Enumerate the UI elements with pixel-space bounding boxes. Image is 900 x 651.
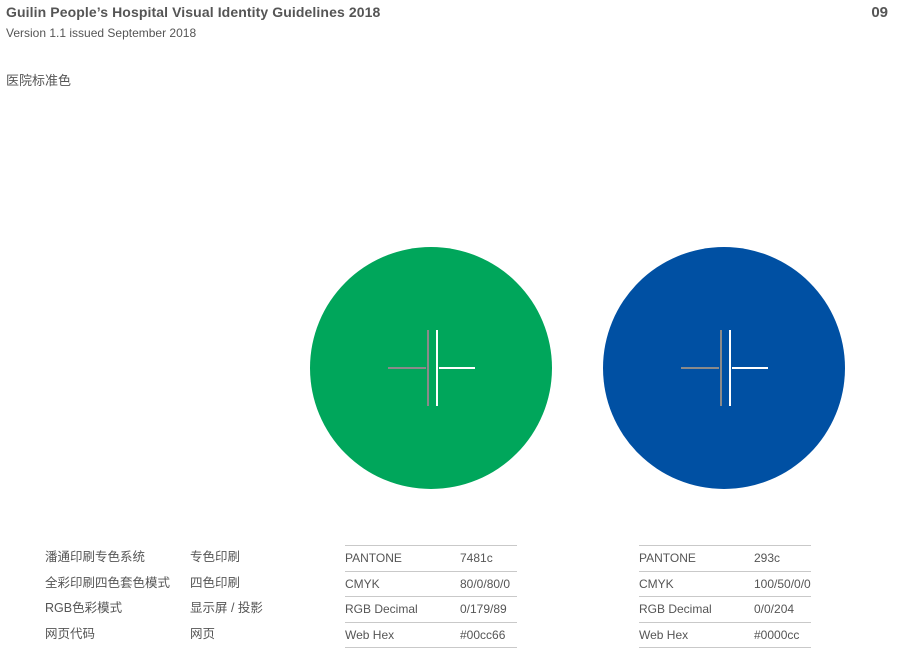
usage-labels: 专色印刷 四色印刷 显示屏 / 投影 网页: [190, 545, 263, 647]
spec-row-rgb: RGB Decimal 0/0/204: [639, 597, 811, 623]
spec-key: Web Hex: [345, 627, 395, 642]
document-subtitle: Version 1.1 issued September 2018: [6, 26, 197, 40]
spec-key: CMYK: [639, 576, 674, 591]
label-pantone-system: 潘通印刷专色系统: [45, 550, 146, 564]
spec-value: 0/179/89: [460, 602, 507, 616]
spec-row-pantone: PANTONE 7481c: [345, 546, 517, 572]
spec-row-cmyk: CMYK 80/0/80/0: [345, 572, 517, 597]
spec-key: RGB Decimal: [639, 602, 712, 616]
section-title: 医院标准色: [6, 73, 72, 88]
green-color-swatch: [310, 247, 552, 489]
hospital-cross-mark-icon: [681, 330, 768, 406]
usage-four-color-print: 四色印刷: [190, 575, 241, 590]
spec-value: #0000cc: [754, 627, 800, 642]
spec-key: PANTONE: [639, 551, 696, 565]
spec-row-cmyk: CMYK 100/50/0/0: [639, 572, 811, 597]
usage-screen-projection: 显示屏 / 投影: [190, 601, 263, 615]
spec-value: 0/0/204: [754, 602, 795, 616]
spec-key: RGB Decimal: [345, 602, 418, 616]
spec-value: 80/0/80/0: [460, 576, 511, 591]
spec-key: CMYK: [345, 576, 380, 591]
label-web-code: 网页代码: [45, 626, 96, 641]
label-cmyk-system: 全彩印刷四色套色模式: [45, 575, 171, 590]
spec-value: 7481c: [460, 551, 493, 565]
usage-web: 网页: [190, 626, 216, 641]
document-title: Guilin People’s Hospital Visual Identity…: [6, 4, 381, 20]
spec-row-rgb: RGB Decimal 0/179/89: [345, 597, 517, 623]
color-system-labels: 潘通印刷专色系统 全彩印刷四色套色模式 RGB色彩模式 网页代码: [45, 545, 170, 647]
label-rgb-system: RGB色彩模式: [45, 601, 123, 615]
usage-spot-print: 专色印刷: [190, 550, 241, 564]
spec-row-pantone: PANTONE 293c: [639, 546, 811, 572]
spec-row-hex: Web Hex #0000cc: [639, 623, 811, 648]
blue-color-swatch: [603, 247, 845, 489]
blue-spec-table: PANTONE 293c CMYK 100/50/0/0 RGB Decimal…: [639, 545, 811, 648]
spec-key: PANTONE: [345, 551, 402, 565]
hospital-cross-mark-icon: [388, 330, 475, 406]
green-spec-table: PANTONE 7481c CMYK 80/0/80/0 RGB Decimal…: [345, 545, 517, 648]
spec-value: #00cc66: [460, 627, 506, 642]
spec-value: 100/50/0/0: [754, 576, 811, 591]
spec-value: 293c: [754, 551, 781, 565]
spec-row-hex: Web Hex #00cc66: [345, 623, 517, 648]
page-number: 09: [871, 4, 888, 21]
spec-key: Web Hex: [639, 627, 689, 642]
